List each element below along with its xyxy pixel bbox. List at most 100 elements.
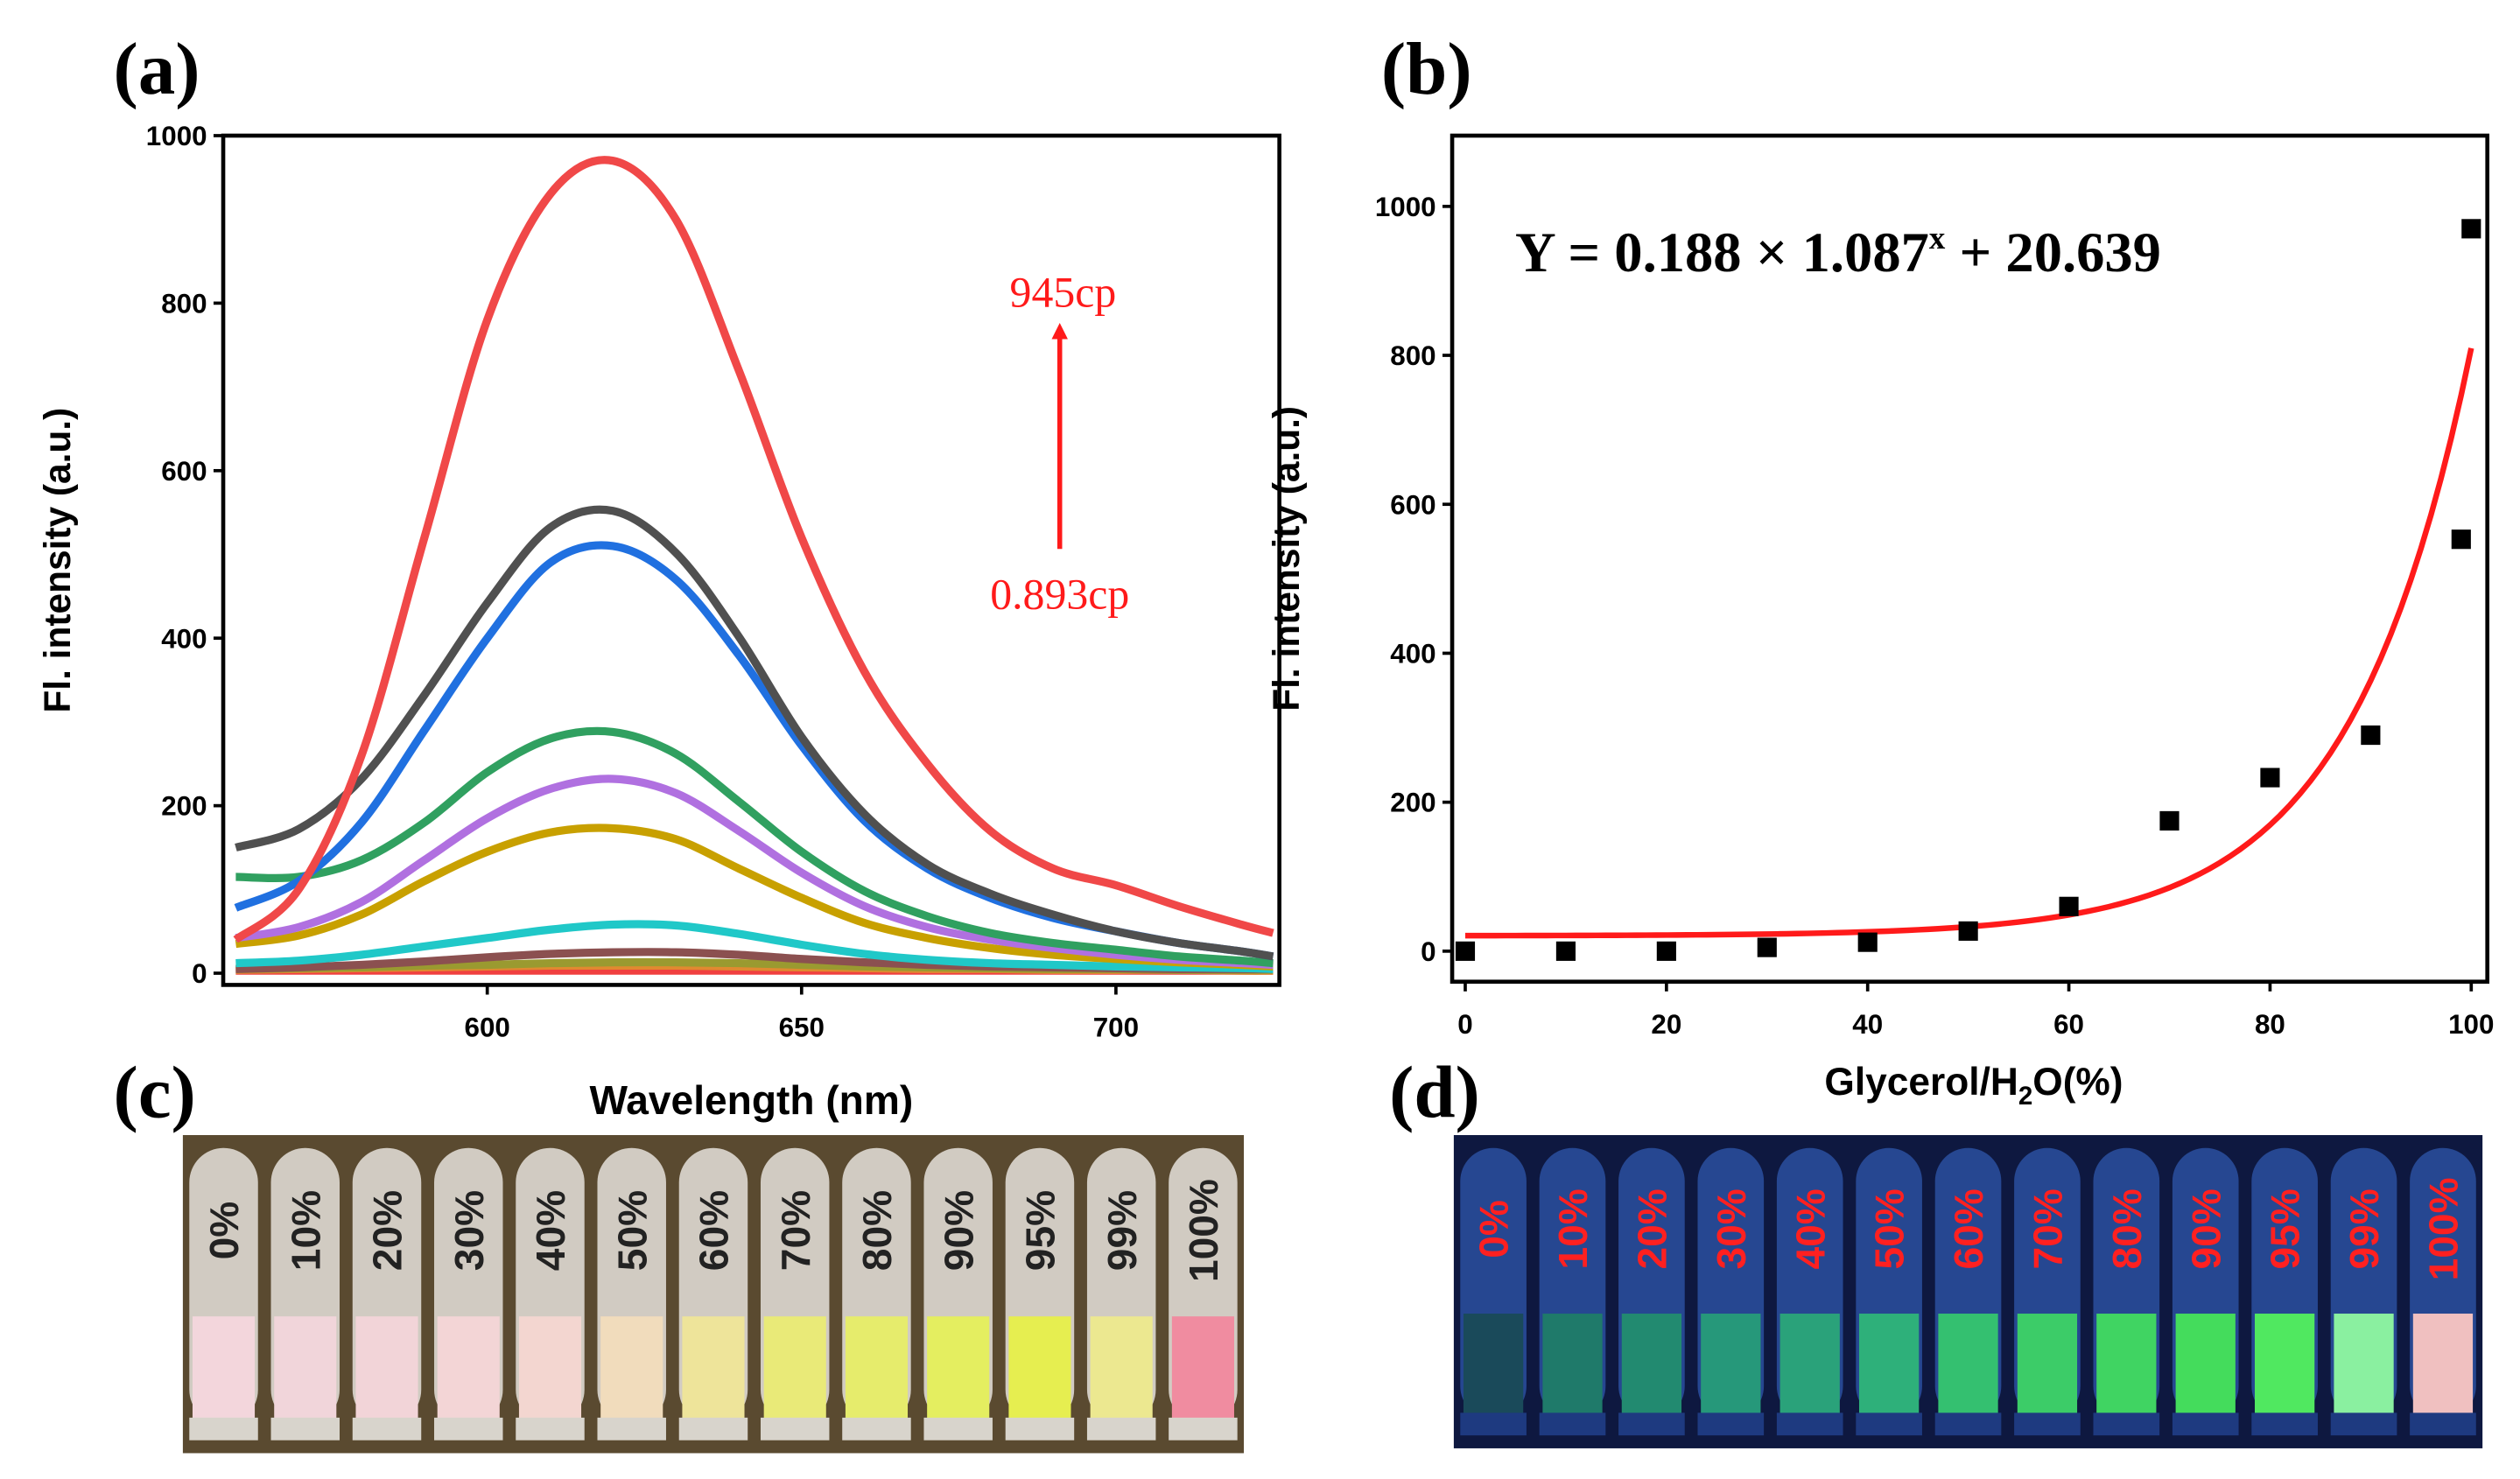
vial: 99% bbox=[1086, 1147, 1156, 1440]
vial-base bbox=[1169, 1417, 1238, 1440]
series-line-purple bbox=[235, 775, 1274, 970]
vial-base bbox=[1539, 1412, 1606, 1436]
vial-base bbox=[2251, 1412, 2318, 1436]
vial-liquid bbox=[1463, 1314, 1524, 1418]
vial-base bbox=[2410, 1412, 2476, 1436]
photo-c-daylight-vials: 0% 10% 20% 30% 40% 50% 60% 70% 80% 90% 95% 99% 100% bbox=[182, 1135, 1245, 1454]
vial: 30% bbox=[1697, 1147, 1765, 1436]
vial-base bbox=[516, 1417, 585, 1440]
photo-d-uv-vials: 0% 10% 20% 30% 40% 50% 60% 70% 80% 90% 95% 99% 100% bbox=[1453, 1135, 2483, 1448]
vial-base bbox=[1460, 1412, 1527, 1436]
vial-liquid bbox=[2255, 1314, 2315, 1418]
annotation-bottom: 0.893cp bbox=[990, 571, 1129, 619]
y-tick-label: 0 bbox=[1421, 936, 1435, 967]
vial-label: 50% bbox=[1867, 1188, 1913, 1269]
vial-base bbox=[1934, 1412, 2002, 1436]
vial-base bbox=[760, 1417, 830, 1440]
vial: 90% bbox=[923, 1147, 993, 1440]
vial-label: 20% bbox=[1630, 1188, 1675, 1269]
vial-base bbox=[2330, 1412, 2397, 1436]
vial-base bbox=[597, 1417, 666, 1440]
x-tick-label: 40 bbox=[1852, 1009, 1883, 1040]
vial: 10% bbox=[270, 1147, 340, 1440]
vial: 95% bbox=[2251, 1147, 2318, 1436]
series-group bbox=[233, 156, 1274, 975]
y-tick-label: 0 bbox=[192, 958, 207, 989]
vial-label: 99% bbox=[1099, 1190, 1145, 1271]
vial-base bbox=[2093, 1412, 2160, 1436]
vial-liquid bbox=[2017, 1314, 2078, 1418]
vial: 95% bbox=[1005, 1147, 1075, 1440]
vial-label: 95% bbox=[1018, 1190, 1063, 1271]
panel-label-c: (c) bbox=[114, 1052, 196, 1134]
y-tick-label: 600 bbox=[161, 456, 207, 487]
series-line-gold bbox=[235, 824, 1274, 971]
arrow-head-icon bbox=[1051, 322, 1068, 340]
vial: 30% bbox=[434, 1147, 503, 1440]
y-tick-label: 600 bbox=[1390, 489, 1435, 520]
vial-base bbox=[189, 1417, 258, 1440]
vial-label: 50% bbox=[609, 1190, 655, 1271]
series-line-black bbox=[235, 505, 1274, 961]
vial: 60% bbox=[678, 1147, 748, 1440]
vial-label: 80% bbox=[2104, 1188, 2150, 1269]
series-line-red-945cp bbox=[233, 156, 1274, 943]
vial: 20% bbox=[1618, 1147, 1685, 1436]
vial-liquid bbox=[2175, 1314, 2236, 1418]
y-tick-label: 400 bbox=[161, 623, 207, 654]
vial: 20% bbox=[352, 1147, 422, 1440]
vial: 60% bbox=[1934, 1147, 2002, 1436]
vial-label: 90% bbox=[2183, 1188, 2229, 1269]
data-point bbox=[2451, 529, 2471, 550]
data-point bbox=[1857, 932, 1878, 952]
data-point bbox=[1455, 941, 1476, 961]
vial-liquid bbox=[274, 1316, 337, 1422]
y-tick-label: 200 bbox=[161, 791, 207, 822]
vial-label: 99% bbox=[2341, 1188, 2387, 1269]
annotation-top: 945cp bbox=[1010, 269, 1117, 317]
vial-liquid bbox=[2334, 1314, 2394, 1418]
vial-base bbox=[1776, 1412, 1843, 1436]
vial-label: 0% bbox=[201, 1202, 247, 1260]
vial-base bbox=[1005, 1417, 1075, 1440]
vial-label: 60% bbox=[691, 1190, 737, 1271]
vial-base bbox=[842, 1417, 911, 1440]
vial-label: 30% bbox=[446, 1190, 492, 1271]
vial-base bbox=[1618, 1412, 1685, 1436]
vial-liquid bbox=[192, 1316, 256, 1422]
vial-base bbox=[923, 1417, 993, 1440]
x-tick-label: 700 bbox=[1093, 1012, 1139, 1042]
vial-liquid bbox=[1779, 1314, 1840, 1418]
vial: 80% bbox=[842, 1147, 911, 1440]
data-point bbox=[1757, 937, 1777, 957]
plot-frame bbox=[221, 133, 1281, 987]
x-tick-label: 600 bbox=[465, 1012, 510, 1042]
vial-label: 40% bbox=[1787, 1188, 1833, 1269]
vial: 40% bbox=[516, 1147, 585, 1440]
vial-label: 0% bbox=[1471, 1200, 1517, 1258]
vial-liquid bbox=[763, 1316, 826, 1422]
vial-liquid bbox=[1858, 1314, 1920, 1418]
vial-label: 100% bbox=[1181, 1179, 1226, 1282]
vial: 10% bbox=[1539, 1147, 1606, 1436]
vial-label: 90% bbox=[936, 1190, 981, 1271]
vial-liquid bbox=[437, 1316, 500, 1422]
x-tick-label: 650 bbox=[779, 1012, 825, 1042]
y-tick-label: 200 bbox=[1390, 788, 1435, 818]
vial-liquid bbox=[1701, 1314, 1761, 1418]
vial-base bbox=[678, 1417, 748, 1440]
vial-label: 100% bbox=[2421, 1177, 2467, 1280]
vial: 0% bbox=[1460, 1147, 1527, 1436]
vial: 90% bbox=[2172, 1147, 2239, 1436]
vial-liquid bbox=[845, 1316, 909, 1422]
vial-label: 30% bbox=[1709, 1188, 1754, 1269]
vial-liquid bbox=[1938, 1314, 1998, 1418]
vial-liquid bbox=[600, 1316, 663, 1422]
vial: 100% bbox=[2410, 1147, 2476, 1436]
y-tick-label: 800 bbox=[1390, 340, 1435, 371]
vial-label: 70% bbox=[2025, 1188, 2071, 1269]
vial-label: 20% bbox=[365, 1190, 411, 1271]
vial: 70% bbox=[760, 1147, 830, 1440]
chart-a-emission-spectra: 0 200 400 600 800 1000 600 650 700 Fl. intensity … bbox=[37, 121, 1281, 1123]
